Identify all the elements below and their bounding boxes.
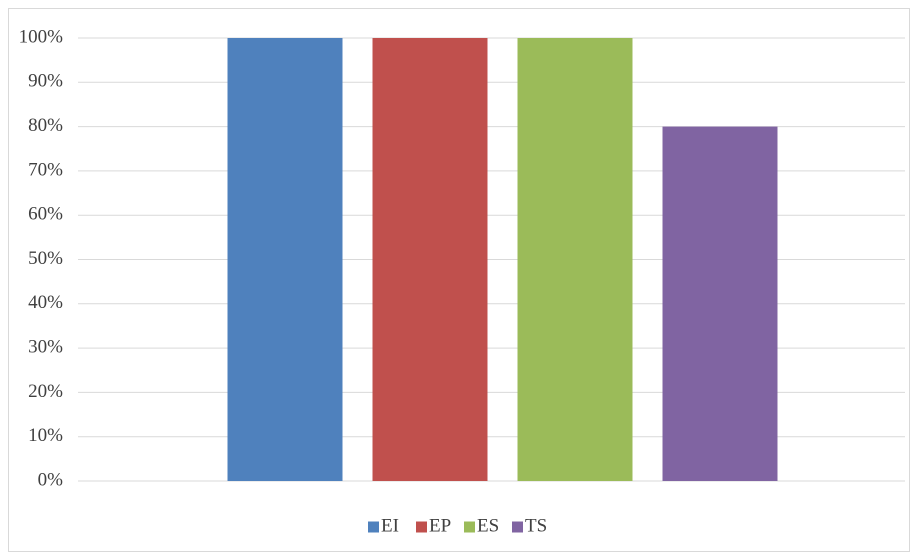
- bar: [227, 38, 343, 481]
- bar: [372, 38, 488, 481]
- bar: [517, 38, 633, 481]
- y-tick-label: 20%: [28, 381, 63, 402]
- y-tick-label: 40%: [28, 292, 63, 313]
- y-tick-label: 50%: [28, 248, 63, 269]
- y-tick-label: 30%: [28, 336, 63, 357]
- y-tick-label: 70%: [28, 159, 63, 180]
- legend-swatch: [464, 521, 475, 533]
- legend-swatch: [368, 521, 379, 533]
- legend-label: TS: [525, 515, 547, 536]
- legend-label: ES: [477, 515, 499, 536]
- y-tick-label: 0%: [38, 469, 64, 490]
- legend-label: EP: [429, 515, 451, 536]
- y-tick-label: 100%: [19, 26, 64, 47]
- y-tick-label: 10%: [28, 425, 63, 446]
- y-tick-label: 60%: [28, 204, 63, 225]
- y-tick-label: 90%: [28, 71, 63, 92]
- bar: [662, 126, 778, 481]
- legend-swatch: [512, 521, 523, 533]
- legend-label: EI: [381, 515, 399, 536]
- legend-swatch: [416, 521, 427, 533]
- y-tick-label: 80%: [28, 115, 63, 136]
